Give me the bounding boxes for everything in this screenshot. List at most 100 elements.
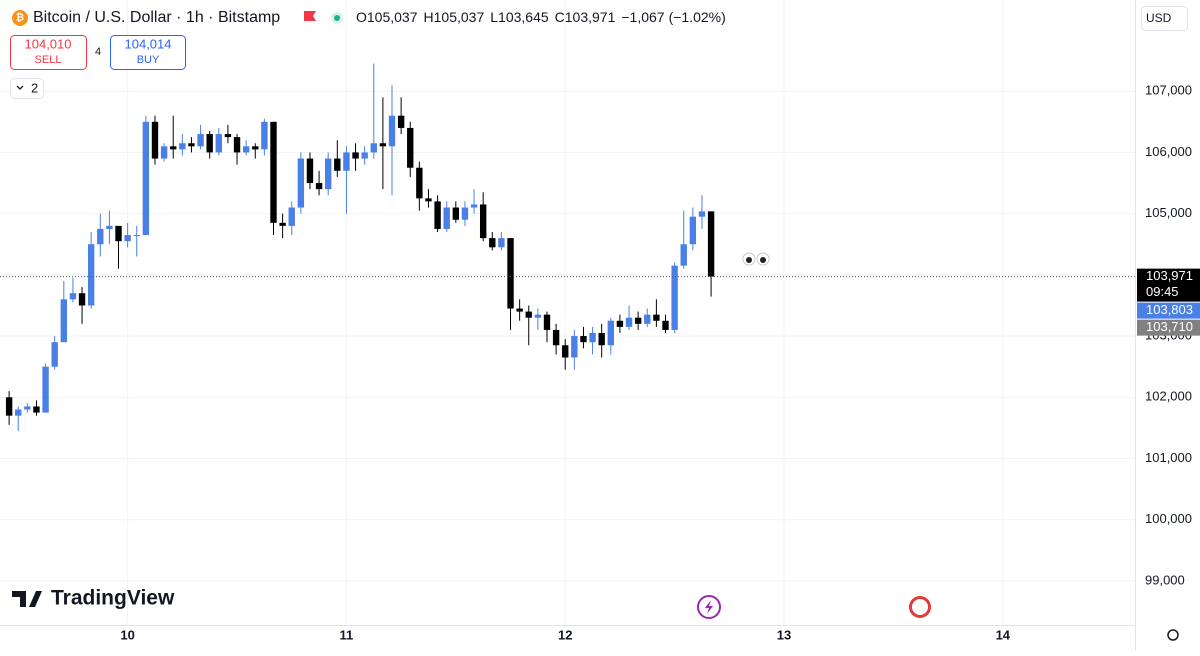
candle-body bbox=[680, 244, 687, 266]
ohlc-value: 103,971 bbox=[565, 9, 616, 25]
candle-body bbox=[306, 158, 314, 184]
candle-body bbox=[160, 146, 168, 159]
candle-body bbox=[188, 143, 195, 147]
status-dot bbox=[334, 15, 340, 21]
brand[interactable]: TradingView bbox=[51, 587, 175, 610]
candle-body bbox=[5, 397, 13, 416]
bitcoin-icon bbox=[12, 10, 28, 26]
candle-body bbox=[288, 207, 295, 226]
logo-mark bbox=[12, 591, 42, 607]
candle-body bbox=[625, 317, 633, 327]
candle-body bbox=[124, 235, 131, 242]
indicators-count: 2 bbox=[31, 80, 38, 95]
price-tag bbox=[1137, 268, 1200, 302]
candle-body bbox=[325, 158, 332, 190]
candle-body bbox=[689, 216, 697, 245]
candle-body bbox=[589, 333, 596, 343]
sell-button[interactable] bbox=[10, 35, 87, 70]
eye-pupil bbox=[760, 257, 766, 263]
currency: USD bbox=[1146, 11, 1172, 25]
spread: 4 bbox=[95, 46, 101, 58]
candle-body bbox=[516, 308, 523, 312]
candle-body bbox=[598, 333, 605, 346]
candle-body bbox=[352, 152, 359, 159]
candle-body bbox=[78, 293, 86, 306]
candle-body bbox=[388, 115, 396, 147]
candle-body bbox=[525, 311, 532, 318]
candle-body bbox=[580, 336, 587, 343]
candle-body bbox=[470, 204, 478, 208]
y-tick-label: 107,000 bbox=[1145, 83, 1192, 98]
flag-inner bbox=[912, 599, 928, 615]
candle-body bbox=[562, 345, 569, 358]
candle-body bbox=[24, 406, 31, 410]
candle-body bbox=[42, 366, 49, 413]
candle-body bbox=[434, 201, 441, 229]
lightning bbox=[705, 600, 713, 614]
candle-body bbox=[33, 406, 40, 413]
symbol-title[interactable]: Bitcoin / U.S. Dollar · 1h · Bitstamp bbox=[33, 9, 280, 26]
candle-body bbox=[543, 314, 551, 330]
candle-body bbox=[343, 152, 350, 171]
candle-body bbox=[279, 222, 286, 226]
candle-body bbox=[179, 143, 186, 150]
ohlc-legend: O105,037 H105,037 L103,645 C103,971 −1,067 (−… bbox=[356, 9, 726, 25]
candle-body bbox=[142, 121, 150, 236]
candle-body bbox=[197, 134, 204, 147]
indicators-toggle[interactable] bbox=[10, 78, 44, 99]
y-tick-label: 99,000 bbox=[1145, 572, 1185, 587]
candle-body bbox=[479, 204, 487, 239]
candle-body bbox=[370, 143, 377, 153]
candle-body bbox=[607, 320, 614, 346]
candle-body bbox=[416, 167, 423, 199]
candle-body bbox=[261, 121, 268, 150]
candle-body bbox=[151, 121, 159, 159]
countdown: 09:45 bbox=[1146, 284, 1179, 299]
price-tag-label: 103,803 bbox=[1146, 302, 1193, 317]
candle-body bbox=[425, 198, 432, 202]
price-tag-label: 103,710 bbox=[1146, 319, 1193, 334]
y-tick-label: 105,000 bbox=[1145, 205, 1192, 220]
price-tag bbox=[1137, 319, 1200, 336]
flag-icon[interactable] bbox=[304, 11, 316, 21]
y-tick-label: 101,000 bbox=[1145, 450, 1192, 465]
candle-body bbox=[106, 225, 113, 229]
ohlc-label: O bbox=[356, 9, 367, 25]
candle-body bbox=[397, 115, 405, 128]
sell-label: SELL bbox=[35, 54, 62, 66]
y-tick-label: 106,000 bbox=[1145, 144, 1192, 159]
bitcoin-glyph: ₿ bbox=[16, 12, 24, 24]
candle-body bbox=[461, 207, 469, 220]
candle-body bbox=[334, 158, 341, 171]
candle-body bbox=[361, 152, 368, 159]
candle-body bbox=[552, 329, 560, 346]
candle-body bbox=[15, 409, 22, 416]
x-tick-label: 11 bbox=[340, 627, 354, 642]
candle-body bbox=[571, 336, 578, 358]
chevron bbox=[16, 85, 24, 90]
settings-icon[interactable] bbox=[1167, 629, 1179, 641]
eye-pupil bbox=[746, 257, 752, 263]
ohlc-label: C bbox=[555, 9, 565, 25]
candle-body bbox=[115, 225, 122, 242]
candle-body bbox=[616, 320, 624, 327]
change: −1,067 bbox=[621, 9, 664, 25]
candle-body bbox=[87, 244, 95, 306]
candle-body bbox=[170, 146, 177, 150]
x-tick-label: 12 bbox=[558, 627, 572, 642]
candle-body bbox=[315, 183, 323, 190]
price-tag bbox=[1137, 302, 1200, 319]
candle-body bbox=[443, 207, 450, 229]
price-tag-label: 103,971 bbox=[1146, 268, 1193, 283]
candle-body bbox=[97, 228, 104, 245]
candle-body bbox=[242, 146, 250, 153]
candle-body bbox=[270, 121, 277, 223]
candle-body bbox=[634, 317, 642, 324]
buy-button[interactable] bbox=[110, 35, 186, 70]
y-tick-label: 100,000 bbox=[1145, 511, 1192, 526]
currency-button[interactable] bbox=[1141, 6, 1188, 31]
buy-price: 104,014 bbox=[125, 36, 172, 51]
candle-body bbox=[379, 143, 387, 147]
